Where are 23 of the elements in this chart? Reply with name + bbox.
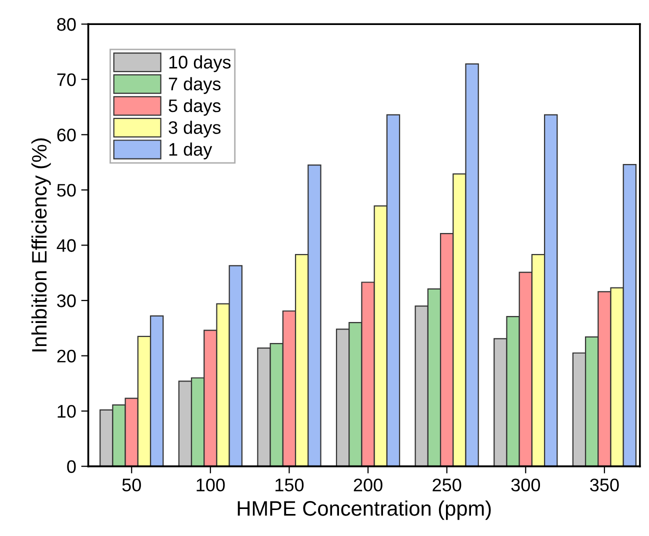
y-tick-label: 20 [57,350,76,362]
y-tick-label: 80 [57,18,76,31]
legend-label: 3 days [168,120,221,138]
x-tick-label: 250 [432,478,462,492]
y-tick-label: 60 [57,128,76,142]
y-tick-label: 30 [57,294,76,308]
x-tick-label: 50 [122,478,141,492]
y-tick-label: 70 [57,73,76,86]
legend-label: 10 days [169,55,231,72]
x-axis-title: HMPE Concentration (ppm) [238,500,491,520]
y-tick-label: 0 [67,460,76,474]
y-tick-label: 10 [58,404,76,418]
y-axis-title: Inhibition Efficiency (%) [31,138,51,352]
legend-label: 7 days [168,77,221,94]
y-tick-label: 40 [56,239,76,252]
x-tick-label: 100 [196,478,225,492]
x-tick-label: 150 [276,478,304,492]
y-tick-label: 50 [57,184,76,197]
x-tick-label: 300 [511,478,540,492]
x-tick-label: 350 [590,478,619,492]
x-tick-label: 200 [354,478,382,492]
legend-label: 1 day [169,142,212,160]
legend-label: 5 days [168,98,221,116]
